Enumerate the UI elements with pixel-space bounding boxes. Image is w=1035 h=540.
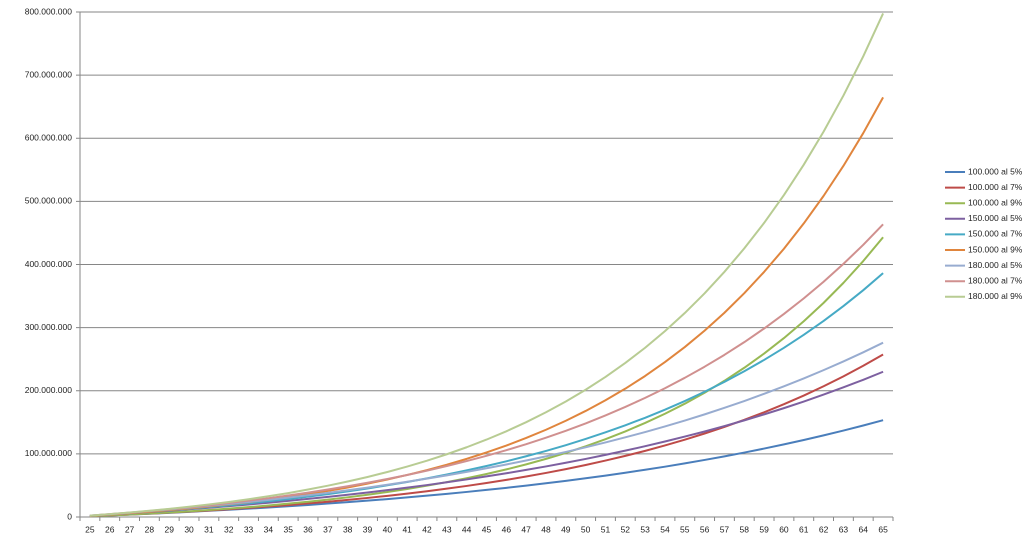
y-tick-label: 100.000.000 xyxy=(25,448,73,458)
y-tick-label: 600.000.000 xyxy=(25,133,73,143)
x-tick-label: 62 xyxy=(819,524,829,534)
x-tick-label: 63 xyxy=(839,524,849,534)
x-tick-label: 52 xyxy=(621,524,631,534)
y-tick-label: 400.000.000 xyxy=(25,259,73,269)
legend-label: 100.000 al 9% xyxy=(968,197,1023,207)
x-tick-label: 53 xyxy=(640,524,650,534)
legend-label: 100.000 al 5% xyxy=(968,166,1023,176)
x-tick-label: 57 xyxy=(720,524,730,534)
x-tick-label: 56 xyxy=(700,524,710,534)
x-tick-label: 58 xyxy=(740,524,750,534)
series-line xyxy=(89,96,884,517)
legend-label: 150.000 al 5% xyxy=(968,213,1023,223)
x-tick-label: 51 xyxy=(601,524,611,534)
x-tick-label: 61 xyxy=(799,524,809,534)
x-tick-label: 64 xyxy=(859,524,869,534)
legend-label: 100.000 al 7% xyxy=(968,182,1023,192)
x-tick-label: 29 xyxy=(164,524,174,534)
y-tick-label: 500.000.000 xyxy=(25,196,73,206)
x-tick-label: 31 xyxy=(204,524,214,534)
x-tick-label: 45 xyxy=(482,524,492,534)
x-tick-label: 42 xyxy=(422,524,432,534)
x-tick-label: 47 xyxy=(521,524,531,534)
x-tick-label: 46 xyxy=(502,524,512,534)
x-tick-label: 37 xyxy=(323,524,333,534)
y-tick-label: 800.000.000 xyxy=(25,6,73,16)
y-tick-label: 700.000.000 xyxy=(25,69,73,79)
legend-label: 150.000 al 9% xyxy=(968,244,1023,254)
x-tick-label: 40 xyxy=(383,524,393,534)
x-tick-label: 33 xyxy=(244,524,254,534)
x-tick-label: 50 xyxy=(581,524,591,534)
x-tick-label: 34 xyxy=(264,524,274,534)
x-tick-label: 27 xyxy=(125,524,135,534)
x-tick-label: 26 xyxy=(105,524,115,534)
y-tick-label: 0 xyxy=(67,511,72,521)
x-tick-label: 60 xyxy=(779,524,789,534)
x-tick-label: 65 xyxy=(878,524,888,534)
x-tick-label: 55 xyxy=(680,524,690,534)
x-tick-label: 48 xyxy=(541,524,551,534)
x-tick-label: 35 xyxy=(283,524,293,534)
x-tick-label: 28 xyxy=(145,524,155,534)
y-tick-label: 200.000.000 xyxy=(25,385,73,395)
legend-label: 180.000 al 7% xyxy=(968,275,1023,285)
x-tick-label: 36 xyxy=(303,524,313,534)
series-line xyxy=(89,13,884,517)
x-tick-label: 38 xyxy=(343,524,353,534)
x-tick-label: 41 xyxy=(402,524,412,534)
legend-label: 150.000 al 7% xyxy=(968,229,1023,239)
x-tick-label: 49 xyxy=(561,524,571,534)
x-tick-label: 32 xyxy=(224,524,234,534)
series-line xyxy=(89,223,884,517)
x-tick-label: 39 xyxy=(363,524,373,534)
x-tick-label: 59 xyxy=(759,524,769,534)
series-line xyxy=(89,353,884,518)
x-tick-label: 43 xyxy=(442,524,452,534)
y-tick-label: 300.000.000 xyxy=(25,322,73,332)
legend-label: 180.000 al 5% xyxy=(968,260,1023,270)
legend-label: 180.000 al 9% xyxy=(968,291,1023,301)
x-tick-label: 44 xyxy=(462,524,472,534)
x-tick-label: 30 xyxy=(184,524,194,534)
x-tick-label: 54 xyxy=(660,524,670,534)
series-line xyxy=(89,236,884,518)
x-tick-label: 25 xyxy=(85,524,95,534)
